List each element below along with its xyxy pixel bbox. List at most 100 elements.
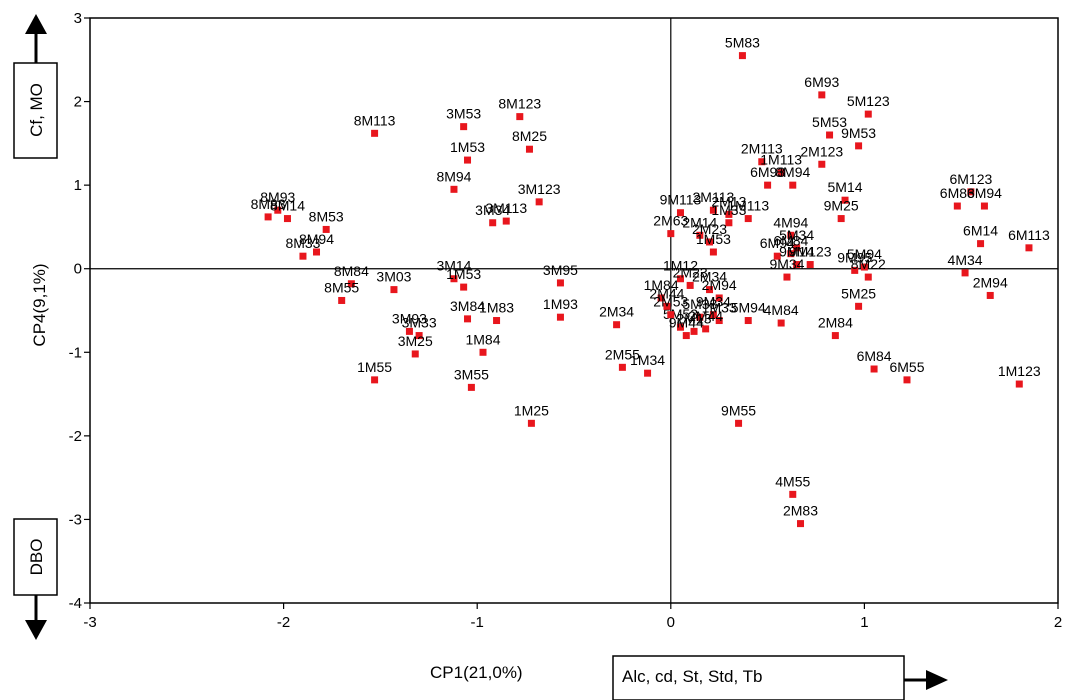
data-point-marker (709, 248, 717, 256)
data-point-marker (860, 263, 868, 271)
data-point-marker (535, 198, 543, 206)
data-point-marker (618, 363, 626, 371)
data-point-marker (686, 281, 694, 289)
x-tick-label: -1 (471, 614, 484, 631)
data-point-marker (347, 280, 355, 288)
data-point-label: 2M13 (711, 193, 746, 209)
svg-text:DBO: DBO (27, 539, 46, 576)
data-point-marker (787, 231, 795, 239)
data-point-marker (527, 419, 535, 427)
data-point-marker (371, 129, 379, 137)
data-point-label: 2M94 (973, 274, 1008, 290)
data-point-marker (657, 294, 665, 302)
data-point-marker (818, 91, 826, 99)
data-point-marker (322, 225, 330, 233)
data-point-marker (493, 317, 501, 325)
y-tick-label: -2 (69, 428, 82, 445)
data-point-marker (953, 202, 961, 210)
arrow-up-icon (25, 14, 47, 34)
data-point-marker (789, 490, 797, 498)
data-point-marker (709, 206, 717, 214)
data-point-marker (715, 294, 723, 302)
data-point-label: 3M93 (392, 310, 427, 326)
data-point-label: 1M113 (727, 198, 769, 214)
data-point-label: 6M83 (940, 185, 975, 201)
data-point-marker (787, 250, 795, 258)
data-point-marker (738, 52, 746, 60)
data-point-label: 9M53 (841, 125, 876, 141)
data-point-marker (986, 291, 994, 299)
data-point-marker (460, 123, 468, 131)
data-point-marker (831, 332, 839, 340)
svg-text:Alc, cd, St, Std, Tb: Alc, cd, St, Std, Tb (622, 667, 762, 686)
data-point-marker (903, 376, 911, 384)
data-point-label: 6M14 (963, 223, 998, 239)
data-point-label: 2M113 (693, 189, 735, 205)
data-point-marker (793, 261, 801, 269)
data-point-marker (464, 156, 472, 164)
x-tick-label: -3 (83, 614, 96, 631)
data-point-label: 5M123 (847, 93, 890, 109)
x-axis-label: CP1(21,0%) (430, 663, 523, 682)
data-point-marker (744, 215, 752, 223)
data-point-label: 9M123 (789, 244, 832, 260)
data-point-marker (967, 188, 975, 196)
data-point-label: 3M53 (446, 106, 481, 122)
data-point-label: 2M84 (818, 315, 853, 331)
data-point-marker (855, 142, 863, 150)
data-point-label: 2M14 (682, 214, 717, 230)
data-point-label: 8M83 (251, 196, 286, 212)
data-point-label: 8M93 (260, 189, 295, 205)
data-point-marker (464, 315, 472, 323)
data-point-label: 3M33 (402, 315, 437, 331)
data-point-label: 9M14 (779, 244, 814, 260)
data-point-marker (735, 419, 743, 427)
data-point-label: 6M93 (804, 74, 839, 90)
data-point-label: 8M53 (309, 208, 344, 224)
data-point-marker (390, 286, 398, 294)
data-point-label: 3M113 (485, 200, 527, 216)
data-point-marker (793, 244, 801, 252)
svg-text:Cf, MO: Cf, MO (27, 83, 46, 137)
data-point-label: 9M34 (769, 256, 804, 272)
data-point-label: 8M33 (285, 235, 320, 251)
data-point-label: 2M123 (800, 143, 843, 159)
data-point-label: 2M34 (599, 304, 634, 320)
arrow-right-icon (926, 670, 948, 690)
data-point-label: 5M94 (731, 300, 766, 316)
bottom-annotation: DBO (13, 518, 58, 640)
data-point-label: 2M55 (605, 346, 640, 362)
y-tick-label: -4 (69, 595, 82, 612)
data-point-label: 8M14 (270, 198, 305, 214)
data-point-marker (299, 252, 307, 260)
data-point-marker (789, 181, 797, 189)
data-point-label: 6M84 (773, 233, 808, 249)
data-point-label: 9M95 (837, 249, 872, 265)
data-point-marker (818, 160, 826, 168)
plot-frame (89, 17, 1059, 604)
data-point-label: 6M94 (967, 185, 1002, 201)
data-point-marker (773, 252, 781, 260)
data-point-label: 3M95 (543, 262, 578, 278)
data-point-label: 2M23 (673, 264, 708, 280)
data-point-marker (676, 323, 684, 331)
y-tick-label: -1 (69, 344, 82, 361)
data-point-label: 3M123 (518, 181, 561, 197)
data-point-label: 8M84 (334, 263, 369, 279)
data-point-marker (264, 213, 272, 221)
data-point-label: 6M123 (949, 171, 992, 187)
data-point-marker (777, 169, 785, 177)
data-point-label: 8M94 (299, 231, 334, 247)
data-point-marker (313, 248, 321, 256)
y-axis-label: CP4(9,1%) (30, 263, 49, 346)
data-point-label: 1M33 (702, 300, 737, 316)
data-point-marker (613, 321, 621, 329)
data-point-label: 1M53 (696, 231, 731, 247)
data-point-marker (556, 279, 564, 287)
x-tick-label: 0 (667, 614, 675, 631)
data-point-marker (411, 350, 419, 358)
data-point-label: 3M84 (450, 298, 485, 314)
data-point-marker (450, 185, 458, 193)
data-point-label: 1M83 (479, 300, 514, 316)
